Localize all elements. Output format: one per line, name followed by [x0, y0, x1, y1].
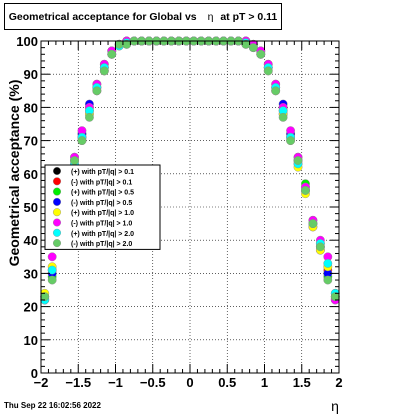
legend-box — [44, 164, 161, 250]
data-point — [248, 43, 258, 53]
x-tick-label: −2 — [34, 375, 49, 390]
y-tick-label: 100 — [16, 34, 38, 49]
data-point — [286, 136, 295, 146]
legend-entry-label: (+) with pT/|q| > 1.0 — [71, 210, 134, 217]
data-point — [301, 185, 310, 195]
legend-marker — [53, 228, 62, 237]
timestamp: Thu Sep 22 16:02:56 2022 — [4, 401, 101, 410]
y-tick-label: 60 — [24, 167, 38, 182]
legend-entry-label: (+) with pT/|q| > 0.5 — [71, 190, 134, 197]
title-eta-symbol: η — [207, 11, 214, 23]
data-point — [85, 112, 94, 122]
x-tick-label: −1.5 — [65, 375, 91, 390]
legend-marker — [53, 218, 62, 227]
legend-entry-label: (-) with pT/|q| > 1.0 — [71, 221, 132, 228]
y-tick-label: 40 — [24, 233, 38, 248]
y-tick-label: 30 — [24, 266, 38, 281]
legend-entry-label: (+) with pT/|q| > 0.1 — [71, 169, 134, 176]
data-point — [323, 259, 333, 268]
legend-marker — [53, 177, 62, 186]
data-point — [92, 86, 102, 96]
x-tick-label: −1 — [108, 375, 123, 390]
x-tick-label: −0.5 — [140, 375, 166, 390]
legend-entry-label: (-) with pT/|q| > 2.0 — [71, 241, 132, 248]
data-point — [293, 156, 303, 165]
data-point — [315, 242, 325, 252]
legend: (+) with pT/|q| > 0.1 (-) with pT/|q| > 0… — [44, 164, 161, 250]
y-tick-label: 80 — [24, 100, 38, 115]
title-text-prefix: Geometrical acceptance for Global vs — [8, 11, 197, 23]
legend-marker — [53, 239, 62, 248]
legend-marker — [53, 187, 62, 196]
legend-marker — [53, 197, 62, 206]
data-point — [77, 136, 87, 146]
chart-title-box: Geometrical acceptance for Global vs η a… — [4, 3, 282, 30]
data-point — [47, 265, 57, 275]
axes: −2 −1.5 −1 −0.5 0 0.5 1 1.5 20102030405060708090… — [16, 34, 342, 390]
data-point — [256, 49, 266, 59]
y-tick-label: 50 — [24, 200, 38, 215]
y-tick-label: 20 — [24, 300, 38, 315]
legend-entry-label: (-) with pT/|q| > 0.5 — [71, 200, 132, 207]
legend-entry-label: (-) with pT/|q| > 0.1 — [71, 179, 132, 186]
legend-marker — [53, 208, 62, 217]
chart-title: Geometrical acceptance for Global vs η a… — [5, 11, 281, 23]
y-tick-label: 10 — [24, 333, 38, 348]
x-tick-label: 1 — [261, 375, 268, 390]
y-tick-label: 90 — [24, 67, 38, 82]
data-point — [47, 275, 57, 285]
data-point — [263, 66, 273, 76]
x-tick-label: 0.5 — [218, 375, 236, 390]
data-point — [107, 49, 117, 59]
data-point — [271, 86, 281, 96]
data-point — [70, 156, 79, 165]
x-tick-label: 1.5 — [293, 375, 311, 390]
y-axis-label: Geometrical acceptance (%) — [6, 80, 22, 267]
y-tick-label: 0 — [31, 366, 38, 381]
data-point — [308, 219, 318, 229]
x-axis-label: η — [331, 398, 339, 414]
data-point — [99, 66, 109, 76]
x-tick-label: 0 — [186, 375, 193, 390]
data-point — [323, 275, 333, 285]
data-point — [278, 112, 288, 122]
title-text-suffix: at pT > 0.11 — [220, 11, 278, 23]
y-tick-label: 70 — [24, 134, 38, 149]
x-tick-label: 2 — [335, 375, 342, 390]
legend-entry-label: (+) with pT/|q| > 2.0 — [71, 231, 134, 238]
data-point — [47, 252, 57, 262]
legend-marker — [53, 166, 62, 175]
